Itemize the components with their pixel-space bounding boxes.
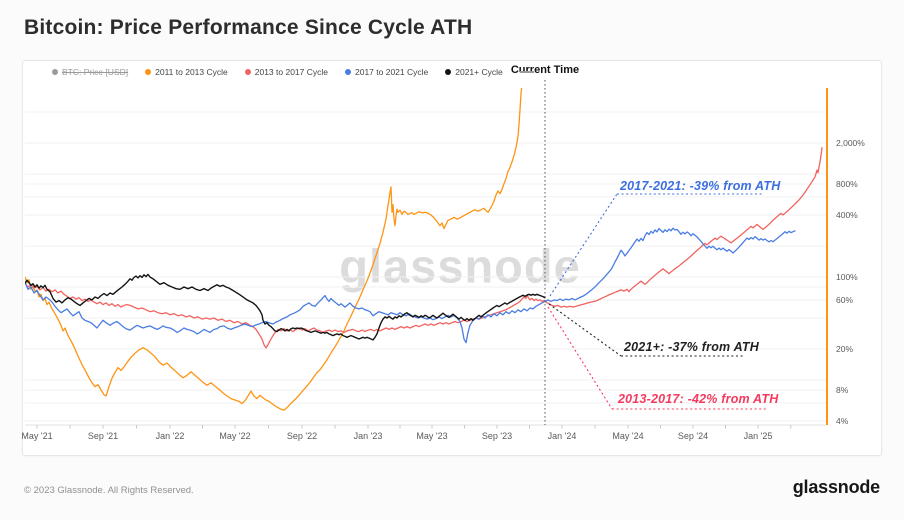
legend-item[interactable]: 2017 to 2021 Cycle [345, 67, 428, 77]
legend-item-label: 2021+ Cycle [455, 67, 503, 77]
legend-item-label: 2013 to 2017 Cycle [254, 67, 328, 77]
legend-line-swatch [519, 71, 534, 73]
legend-item-label: 2017 to 2021 Cycle [355, 67, 429, 77]
legend-item[interactable] [519, 71, 534, 73]
legend-dot-swatch [145, 69, 152, 75]
legend-item-label: 2011 to 2013 Cycle [155, 67, 228, 77]
chart-legend: BTC: Price [USD] 2011 to 2013 Cycle 2013 t… [52, 67, 534, 77]
legend-dot-swatch [445, 69, 452, 75]
glassnode-logo: glassnode [792, 477, 880, 497]
footer-copyright: © 2023 Glassnode. All Rights Reserved. [24, 485, 194, 496]
legend-dot-swatch [244, 69, 251, 75]
legend-item[interactable]: 2021+ Cycle [445, 67, 503, 77]
legend-dot-swatch [345, 69, 351, 75]
legend-item[interactable]: 2011 to 2013 Cycle [145, 67, 228, 77]
glassnode-watermark: glassnode [339, 239, 581, 293]
legend-item[interactable]: BTC: Price [USD] [52, 67, 128, 77]
legend-item[interactable]: 2013 to 2017 Cycle [244, 67, 328, 77]
page-title: Bitcoin: Price Performance Since Cycle A… [24, 16, 473, 39]
legend-dot-swatch [52, 69, 58, 75]
legend-item-label: BTC: Price [USD] [62, 67, 129, 77]
